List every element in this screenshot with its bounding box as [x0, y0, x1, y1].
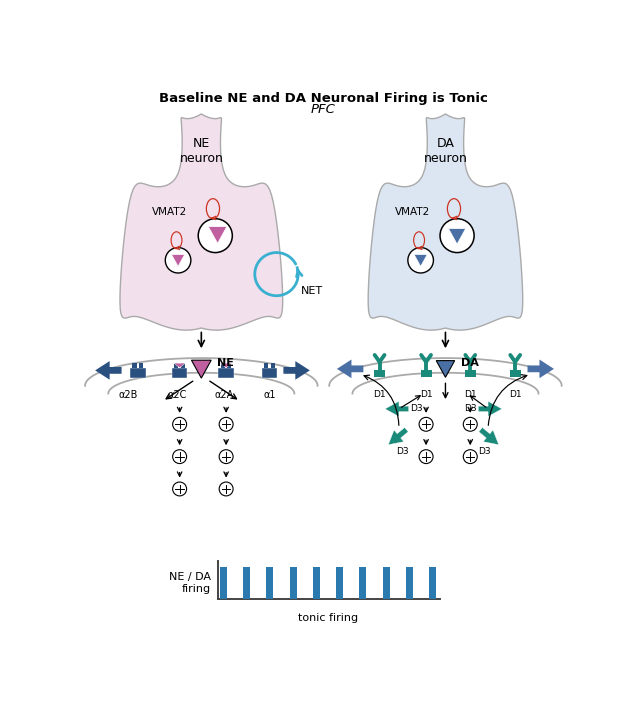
Text: NE / DA
firing: NE / DA firing — [168, 572, 211, 594]
Bar — [336, 567, 343, 599]
Text: α2A: α2A — [214, 390, 233, 400]
Text: D3: D3 — [396, 447, 409, 456]
Bar — [290, 567, 297, 599]
Circle shape — [165, 248, 191, 273]
Bar — [243, 567, 250, 599]
Circle shape — [419, 450, 433, 464]
Polygon shape — [478, 401, 502, 417]
Polygon shape — [95, 361, 122, 380]
Text: α1: α1 — [263, 390, 276, 400]
Text: DA
neuron: DA neuron — [423, 137, 468, 165]
Bar — [220, 567, 227, 599]
Bar — [181, 363, 185, 369]
Text: VMAT2: VMAT2 — [152, 207, 187, 217]
Polygon shape — [388, 427, 408, 445]
Text: D1: D1 — [509, 390, 521, 400]
Text: NE: NE — [217, 359, 233, 369]
Bar — [266, 567, 273, 599]
Bar — [264, 363, 268, 369]
Bar — [360, 567, 367, 599]
Circle shape — [198, 219, 232, 253]
Bar — [133, 363, 136, 369]
Bar — [313, 567, 320, 599]
Polygon shape — [172, 254, 185, 266]
Text: Baseline NE and DA Neuronal Firing is Tonic: Baseline NE and DA Neuronal Firing is To… — [159, 92, 488, 104]
Text: DA: DA — [461, 359, 479, 369]
Circle shape — [173, 482, 187, 496]
FancyBboxPatch shape — [262, 368, 277, 378]
Text: D3: D3 — [478, 447, 490, 456]
Polygon shape — [449, 229, 466, 244]
Polygon shape — [368, 114, 522, 330]
Bar — [382, 567, 390, 599]
Text: D1: D1 — [374, 390, 386, 400]
Text: α2B: α2B — [118, 390, 138, 400]
Circle shape — [419, 417, 433, 431]
Bar — [465, 371, 476, 376]
FancyBboxPatch shape — [130, 368, 146, 378]
Bar — [227, 363, 232, 369]
Text: D1: D1 — [420, 390, 432, 400]
Bar — [510, 371, 521, 376]
Circle shape — [463, 450, 477, 464]
Text: tonic firing: tonic firing — [298, 613, 358, 623]
FancyBboxPatch shape — [218, 368, 234, 378]
FancyBboxPatch shape — [172, 368, 187, 378]
Text: NE
neuron: NE neuron — [179, 137, 223, 165]
Text: α2C: α2C — [168, 390, 187, 400]
Polygon shape — [337, 359, 363, 378]
Polygon shape — [174, 363, 186, 368]
Circle shape — [219, 482, 233, 496]
Bar — [174, 363, 179, 369]
Bar — [374, 371, 385, 376]
Polygon shape — [385, 401, 409, 417]
Circle shape — [463, 417, 477, 431]
Polygon shape — [220, 363, 232, 368]
Text: NET: NET — [301, 286, 324, 296]
Circle shape — [219, 450, 233, 464]
Text: D3: D3 — [464, 405, 476, 414]
Polygon shape — [283, 361, 310, 380]
Polygon shape — [414, 254, 427, 266]
Text: D3: D3 — [410, 405, 423, 414]
Circle shape — [440, 219, 474, 253]
Bar — [429, 567, 436, 599]
Polygon shape — [208, 227, 227, 244]
Circle shape — [219, 417, 233, 431]
Polygon shape — [436, 361, 455, 377]
Polygon shape — [528, 359, 554, 378]
Bar — [406, 567, 413, 599]
Bar — [271, 363, 275, 369]
Bar — [139, 363, 143, 369]
Text: PFC: PFC — [311, 103, 336, 116]
Circle shape — [173, 450, 187, 464]
Circle shape — [408, 248, 433, 273]
Polygon shape — [120, 114, 283, 330]
Polygon shape — [191, 360, 211, 378]
Bar — [421, 371, 432, 376]
Bar — [221, 363, 225, 369]
Polygon shape — [479, 427, 498, 445]
Circle shape — [173, 417, 187, 431]
Text: D1: D1 — [464, 390, 476, 400]
Text: VMAT2: VMAT2 — [395, 207, 430, 217]
